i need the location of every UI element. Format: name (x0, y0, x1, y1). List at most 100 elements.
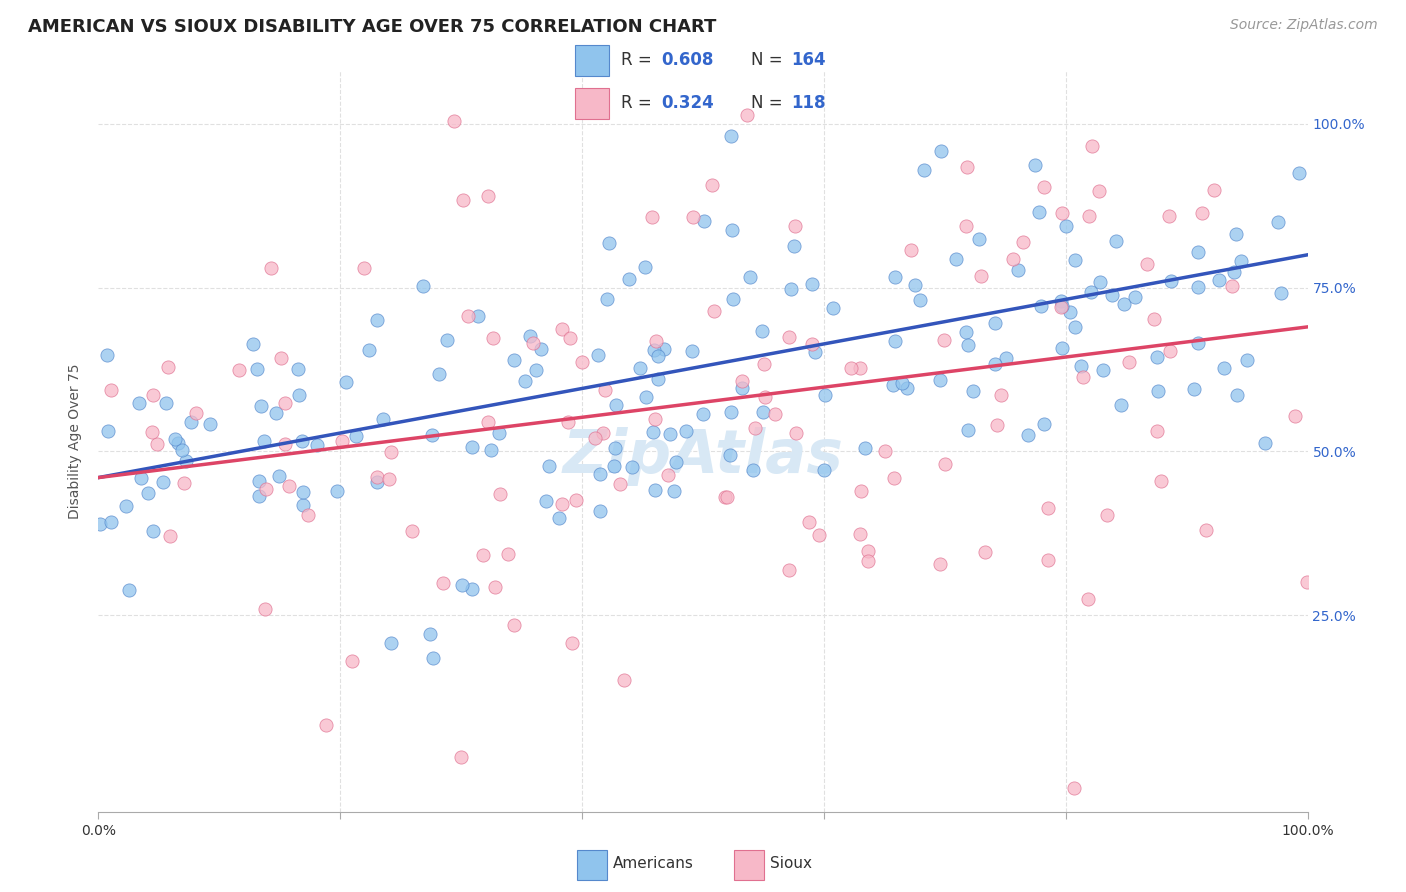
Point (1284, 409, 1306, 423)
Point (254, 482, 277, 496)
Point (1036, 501, 1059, 516)
Bar (576, 850, 606, 880)
Point (1223, 265, 1246, 279)
Point (973, 545, 995, 559)
Point (530, 342, 553, 356)
Point (1063, 781, 1085, 796)
Point (962, 384, 984, 399)
Point (1036, 553, 1059, 567)
Point (484, 580, 506, 594)
Point (628, 361, 651, 376)
Point (703, 304, 725, 318)
Point (1080, 139, 1102, 153)
Point (1109, 398, 1132, 412)
Point (89, 516, 111, 531)
Point (253, 601, 276, 615)
Point (785, 426, 807, 441)
Point (427, 367, 450, 381)
Point (1031, 299, 1053, 313)
Point (198, 417, 221, 431)
Point (1195, 524, 1218, 538)
Text: Source: ZipAtlas.com: Source: ZipAtlas.com (1230, 18, 1378, 32)
Point (1187, 244, 1209, 259)
Point (97, 424, 120, 438)
Point (583, 430, 606, 444)
Point (186, 406, 208, 420)
Point (266, 406, 288, 420)
Point (420, 428, 443, 442)
Point (1033, 417, 1056, 431)
Point (377, 472, 399, 486)
Point (560, 636, 582, 650)
Point (340, 654, 363, 668)
Point (609, 477, 631, 491)
Point (603, 459, 626, 474)
Point (305, 438, 328, 452)
Point (515, 374, 537, 388)
Point (765, 407, 787, 421)
Point (634, 390, 657, 404)
Point (891, 376, 914, 390)
Point (592, 426, 614, 441)
Point (436, 333, 458, 347)
Point (326, 484, 349, 499)
Point (380, 636, 402, 650)
Point (841, 361, 863, 376)
Point (1017, 428, 1039, 442)
Point (335, 375, 357, 389)
Point (1150, 474, 1173, 488)
Point (1114, 297, 1136, 311)
Point (912, 162, 935, 177)
Point (1147, 384, 1170, 398)
Point (412, 278, 434, 293)
Point (956, 160, 979, 174)
Text: 118: 118 (792, 95, 825, 112)
Point (145, 437, 167, 451)
Point (467, 309, 489, 323)
Point (779, 282, 801, 296)
Point (657, 467, 679, 482)
Point (1095, 508, 1118, 523)
Point (598, 236, 620, 251)
Point (174, 454, 197, 468)
Point (1230, 254, 1253, 268)
Point (278, 479, 301, 493)
Point (571, 354, 593, 368)
Point (932, 333, 955, 347)
Point (1050, 206, 1073, 220)
Point (167, 435, 190, 450)
Bar (575, 45, 609, 76)
Point (496, 547, 519, 561)
Point (1050, 299, 1073, 313)
Point (929, 144, 952, 158)
Point (813, 463, 835, 477)
Point (287, 387, 309, 401)
Point (721, 292, 744, 306)
Point (100, 383, 122, 397)
Point (548, 510, 571, 524)
Point (359, 343, 381, 357)
Point (613, 673, 636, 688)
Point (884, 270, 907, 285)
Bar (734, 850, 763, 880)
Point (801, 277, 824, 292)
Point (751, 324, 773, 338)
Point (180, 415, 202, 429)
Point (984, 357, 1007, 371)
Point (929, 373, 952, 387)
Point (292, 498, 315, 512)
Point (401, 524, 423, 538)
Point (1088, 275, 1111, 289)
Point (1270, 285, 1292, 300)
Point (1002, 252, 1025, 266)
Point (1028, 205, 1050, 219)
Point (589, 467, 612, 481)
Point (641, 425, 664, 440)
Point (1118, 355, 1140, 369)
Point (159, 529, 181, 543)
Point (477, 415, 499, 429)
Point (1226, 388, 1249, 402)
Point (970, 269, 993, 284)
Point (131, 471, 153, 485)
Point (557, 415, 579, 429)
